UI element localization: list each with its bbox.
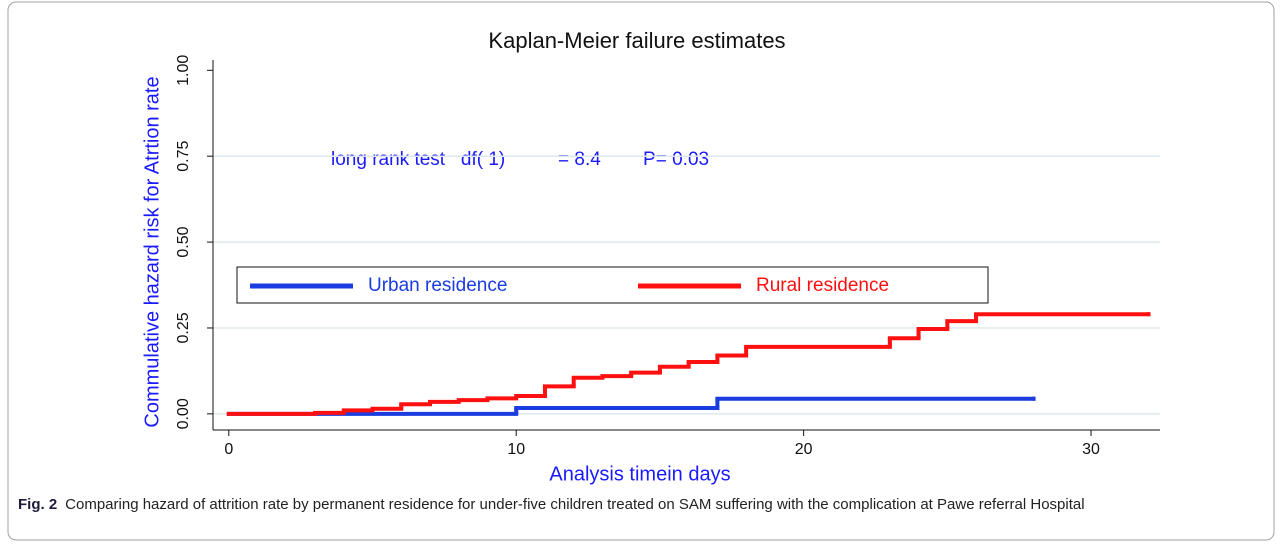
- x-tick-label: 20: [795, 441, 813, 458]
- caption-text: Comparing hazard of attrition rate by pe…: [65, 496, 1085, 513]
- x-tick-label: 0: [224, 441, 233, 458]
- annotation: long rank test df( 1) = 8.4 P= 0.03: [331, 149, 709, 170]
- caption-label: Fig. 2: [18, 496, 58, 513]
- legend-label: Urban residence: [368, 275, 507, 296]
- y-tick-label: 0.25: [175, 312, 192, 343]
- y-tick-label: 1.00: [175, 55, 192, 86]
- x-axis-label: Analysis timein days: [549, 463, 730, 485]
- legend-box: [236, 266, 989, 304]
- x-tick-label: 10: [507, 441, 525, 458]
- x-tick-label: 30: [1082, 441, 1100, 458]
- legend-label: Rural residence: [756, 275, 889, 296]
- y-tick-label: 0.50: [175, 226, 192, 257]
- caption: Fig. 2 Comparing hazard of attrition rate…: [18, 494, 1268, 515]
- y-axis-label: Commulative hazard risk for Atrtion rate: [141, 76, 163, 427]
- frame: [7, 1, 1275, 541]
- y-tick-label: 0.75: [175, 141, 192, 172]
- y-tick-label: 0.00: [175, 398, 192, 429]
- chart-title: Kaplan-Meier failure estimates: [488, 28, 785, 53]
